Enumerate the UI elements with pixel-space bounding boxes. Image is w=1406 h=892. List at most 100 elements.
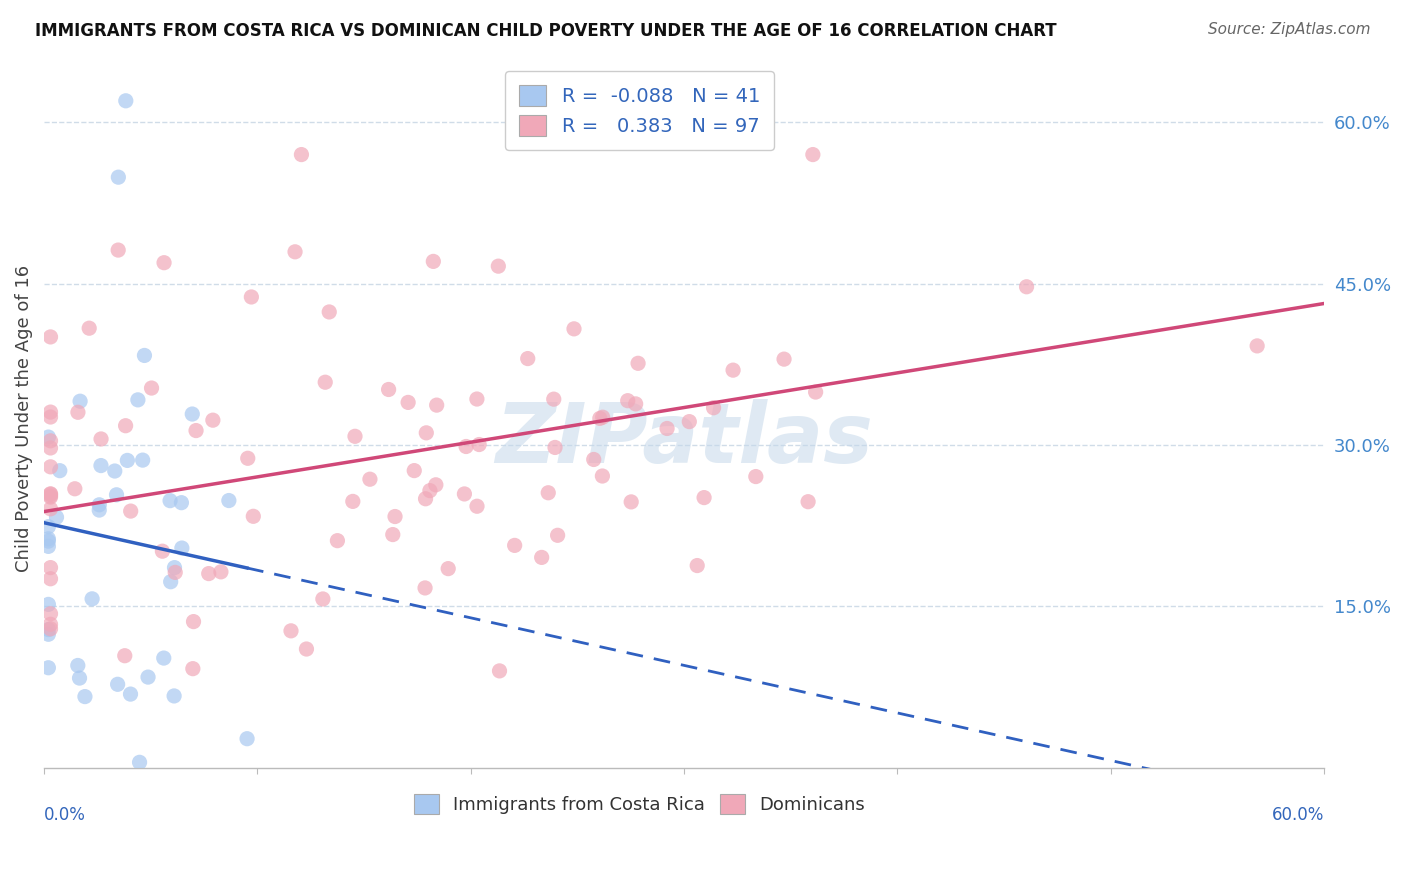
Point (415, 425, 437, 440)
Point (37, 627, 59, 641)
Point (415, 491, 437, 506)
Point (616, 393, 638, 408)
Point (104, 464, 127, 478)
Point (620, 495, 643, 509)
Point (39, 487, 62, 501)
Point (465, 500, 488, 514)
Point (627, 356, 650, 370)
Point (1246, 339, 1268, 353)
Point (37, 519, 59, 533)
Point (236, 731, 259, 746)
Point (105, 488, 128, 502)
Text: IMMIGRANTS FROM COSTA RICA VS DOMINICAN CHILD POVERTY UNDER THE AGE OF 16 CORREL: IMMIGRANTS FROM COSTA RICA VS DOMINICAN … (35, 22, 1057, 40)
Point (290, 147, 312, 161)
Point (468, 437, 491, 451)
Point (39, 330, 62, 344)
Point (465, 392, 488, 406)
Point (797, 494, 820, 508)
Point (66, 658, 89, 673)
Point (165, 566, 187, 580)
Point (209, 565, 232, 579)
Point (66, 405, 89, 419)
Text: 0.0%: 0.0% (44, 806, 86, 824)
Point (284, 244, 307, 259)
Point (150, 544, 173, 558)
Point (163, 560, 186, 574)
Point (184, 424, 207, 438)
Point (343, 429, 366, 443)
Point (318, 305, 340, 319)
Point (128, 756, 150, 770)
Point (37, 623, 59, 637)
Point (1015, 279, 1038, 293)
Point (117, 453, 139, 467)
Point (314, 375, 336, 389)
Point (120, 504, 142, 518)
Point (90, 458, 112, 473)
Point (295, 642, 318, 657)
Point (693, 491, 716, 505)
Point (120, 687, 142, 701)
Point (37, 661, 59, 675)
Point (312, 591, 335, 606)
Point (69, 394, 91, 409)
Point (39, 617, 62, 632)
Point (426, 398, 449, 412)
Point (107, 677, 129, 691)
Point (170, 541, 193, 555)
Point (39, 487, 62, 501)
Point (114, 648, 136, 663)
Point (562, 322, 585, 336)
Point (655, 421, 678, 435)
Point (49, 464, 72, 478)
Point (131, 453, 153, 467)
Point (413, 581, 436, 595)
Point (201, 413, 224, 427)
Point (425, 478, 447, 492)
Point (242, 509, 264, 524)
Point (90, 432, 112, 446)
Point (181, 662, 204, 676)
Point (396, 395, 419, 409)
Point (686, 558, 709, 573)
Point (39, 409, 62, 424)
Point (503, 538, 526, 552)
Point (591, 469, 613, 483)
Point (592, 410, 614, 425)
Point (127, 392, 149, 407)
Point (39, 489, 62, 503)
Point (454, 440, 477, 454)
Point (152, 651, 174, 665)
Text: ZIPatlas: ZIPatlas (495, 399, 873, 480)
Point (703, 401, 725, 415)
Point (114, 418, 136, 433)
Point (721, 363, 744, 377)
Point (530, 550, 553, 565)
Point (183, 615, 205, 629)
Point (381, 527, 404, 541)
Point (39, 560, 62, 574)
Text: Source: ZipAtlas.com: Source: ZipAtlas.com (1208, 22, 1371, 37)
Point (678, 415, 700, 429)
Point (773, 352, 796, 367)
Point (37, 540, 59, 554)
Point (159, 574, 181, 589)
Point (801, 147, 824, 161)
Point (404, 464, 426, 478)
Point (359, 472, 381, 486)
Point (537, 485, 560, 500)
Point (453, 487, 475, 501)
Point (39, 501, 62, 516)
Point (326, 533, 349, 548)
Legend: Immigrants from Costa Rica, Dominicans: Immigrants from Costa Rica, Dominicans (406, 788, 872, 822)
Point (89, 503, 111, 517)
Point (107, 170, 129, 185)
Point (153, 256, 176, 270)
Point (73, 690, 96, 704)
Point (240, 290, 263, 304)
Y-axis label: Child Poverty Under the Age of 16: Child Poverty Under the Age of 16 (15, 265, 32, 572)
Point (37, 532, 59, 546)
Point (136, 670, 159, 684)
Point (342, 494, 364, 508)
Point (82, 591, 104, 606)
